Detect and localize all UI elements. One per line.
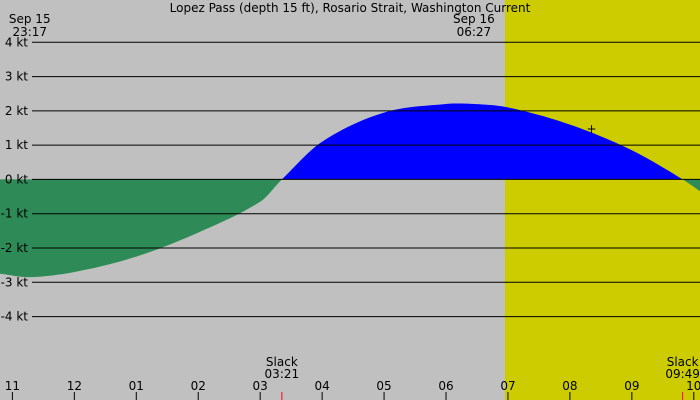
top-time-label: 06:27	[457, 25, 492, 39]
current-time-marker: +	[587, 122, 597, 136]
event-name-label: Slack	[266, 355, 298, 369]
ebb-current-area	[682, 179, 700, 192]
y-tick-label: -4 kt	[1, 310, 29, 324]
hour-tick-label: 03	[253, 379, 268, 393]
y-tick-label: 4 kt	[5, 35, 28, 49]
hour-tick-label: 01	[129, 379, 144, 393]
y-axis-tick-labels: 4 kt 3 kt 2 kt 1 kt 0 kt -1 kt -2 kt -3 kt -4 kt	[1, 35, 29, 323]
hour-tick-label: 07	[500, 379, 515, 393]
y-tick-label: -1 kt	[1, 207, 29, 221]
hour-tick-label: 10	[686, 379, 700, 393]
hour-tick-label: 05	[376, 379, 391, 393]
y-tick-label: 2 kt	[5, 104, 28, 118]
event-time-label: 03:21	[265, 367, 300, 381]
flood-current-area	[281, 103, 683, 180]
y-tick-label: 3 kt	[5, 70, 28, 84]
chart-title: Lopez Pass (depth 15 ft), Rosario Strait…	[170, 1, 531, 15]
y-tick-label: -3 kt	[1, 275, 29, 289]
current-area-layer	[0, 103, 700, 278]
top-date-label: Sep 16	[453, 12, 495, 26]
event-time-label: 09:49	[665, 367, 700, 381]
y-tick-label: -2 kt	[1, 241, 29, 255]
hour-tick-label: 04	[314, 379, 329, 393]
hour-axis: 1112010203040506070809101112010203040506…	[5, 379, 700, 400]
hour-tick-label: 11	[5, 379, 20, 393]
hour-tick-label: 02	[191, 379, 206, 393]
top-time-label: 23:17	[12, 25, 47, 39]
bottom-event-labels: Slack03:21Slack09:49Mrise13:35Slack16:05…	[265, 355, 700, 400]
ebb-current-area	[0, 179, 282, 278]
hour-tick-label: 09	[624, 379, 639, 393]
hour-tick-label: 06	[438, 379, 453, 393]
hour-tick-label: 12	[67, 379, 82, 393]
grid-layer	[32, 41, 700, 318]
daylight-band	[504, 0, 700, 400]
y-tick-label: 0 kt	[5, 172, 28, 186]
event-name-label: Slack	[667, 355, 699, 369]
y-tick-label: 1 kt	[5, 138, 28, 152]
top-date-label: Sep 15	[9, 12, 51, 26]
hour-tick-label: 08	[562, 379, 577, 393]
